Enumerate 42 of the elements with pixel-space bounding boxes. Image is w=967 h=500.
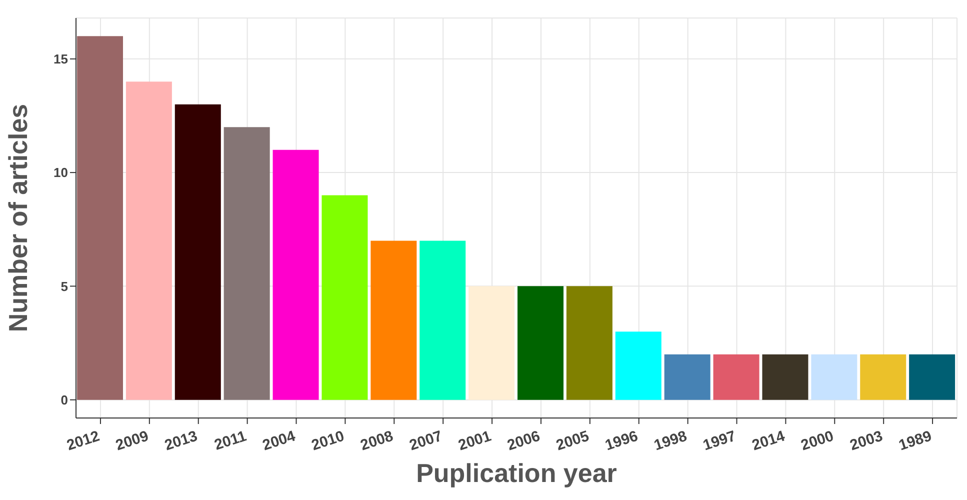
y-tick-label: 15 (54, 52, 68, 67)
x-tick-label: 2014 (750, 427, 788, 454)
x-tick-label: 1989 (896, 428, 934, 454)
bar (174, 104, 221, 400)
bar (224, 127, 270, 400)
x-tick-label: 2003 (848, 428, 885, 454)
bar (909, 354, 956, 400)
bar (468, 286, 515, 400)
bar (370, 240, 417, 400)
y-tick-label: 10 (54, 165, 68, 180)
y-tick-label: 5 (60, 278, 68, 294)
bar (126, 82, 172, 400)
bar (566, 286, 612, 400)
x-tick-label: 1997 (700, 428, 738, 454)
x-tick-label: 2012 (64, 428, 102, 454)
x-tick-label: 2005 (554, 428, 592, 454)
x-tick-label: 1996 (603, 428, 640, 454)
x-axis-title: Puplication year (416, 458, 617, 488)
bar (713, 354, 760, 400)
x-tick-label: 2011 (212, 428, 249, 454)
x-tick-label: 2008 (358, 428, 396, 454)
bar (77, 36, 123, 400)
x-tick-label: 2000 (798, 428, 836, 454)
bar (272, 150, 319, 400)
x-tick-label: 1998 (652, 428, 690, 454)
bar (420, 240, 466, 400)
x-tick-label: 2013 (162, 428, 200, 454)
x-tick-label: 2004 (260, 427, 298, 454)
x-tick-label: 2007 (407, 428, 444, 454)
x-tick-label: 2009 (114, 428, 151, 454)
bar (664, 354, 710, 400)
y-axis-title: Number of articles (3, 104, 34, 332)
bar (518, 286, 564, 400)
x-tick-label: 2001 (456, 428, 494, 454)
bar (762, 354, 808, 400)
x-tick-label: 2006 (505, 428, 542, 454)
x-tick-label: 2010 (309, 428, 346, 454)
bar (615, 332, 662, 400)
bar (860, 354, 906, 400)
bar (811, 354, 858, 400)
bar (322, 195, 368, 400)
y-tick-label: 0 (60, 392, 68, 408)
